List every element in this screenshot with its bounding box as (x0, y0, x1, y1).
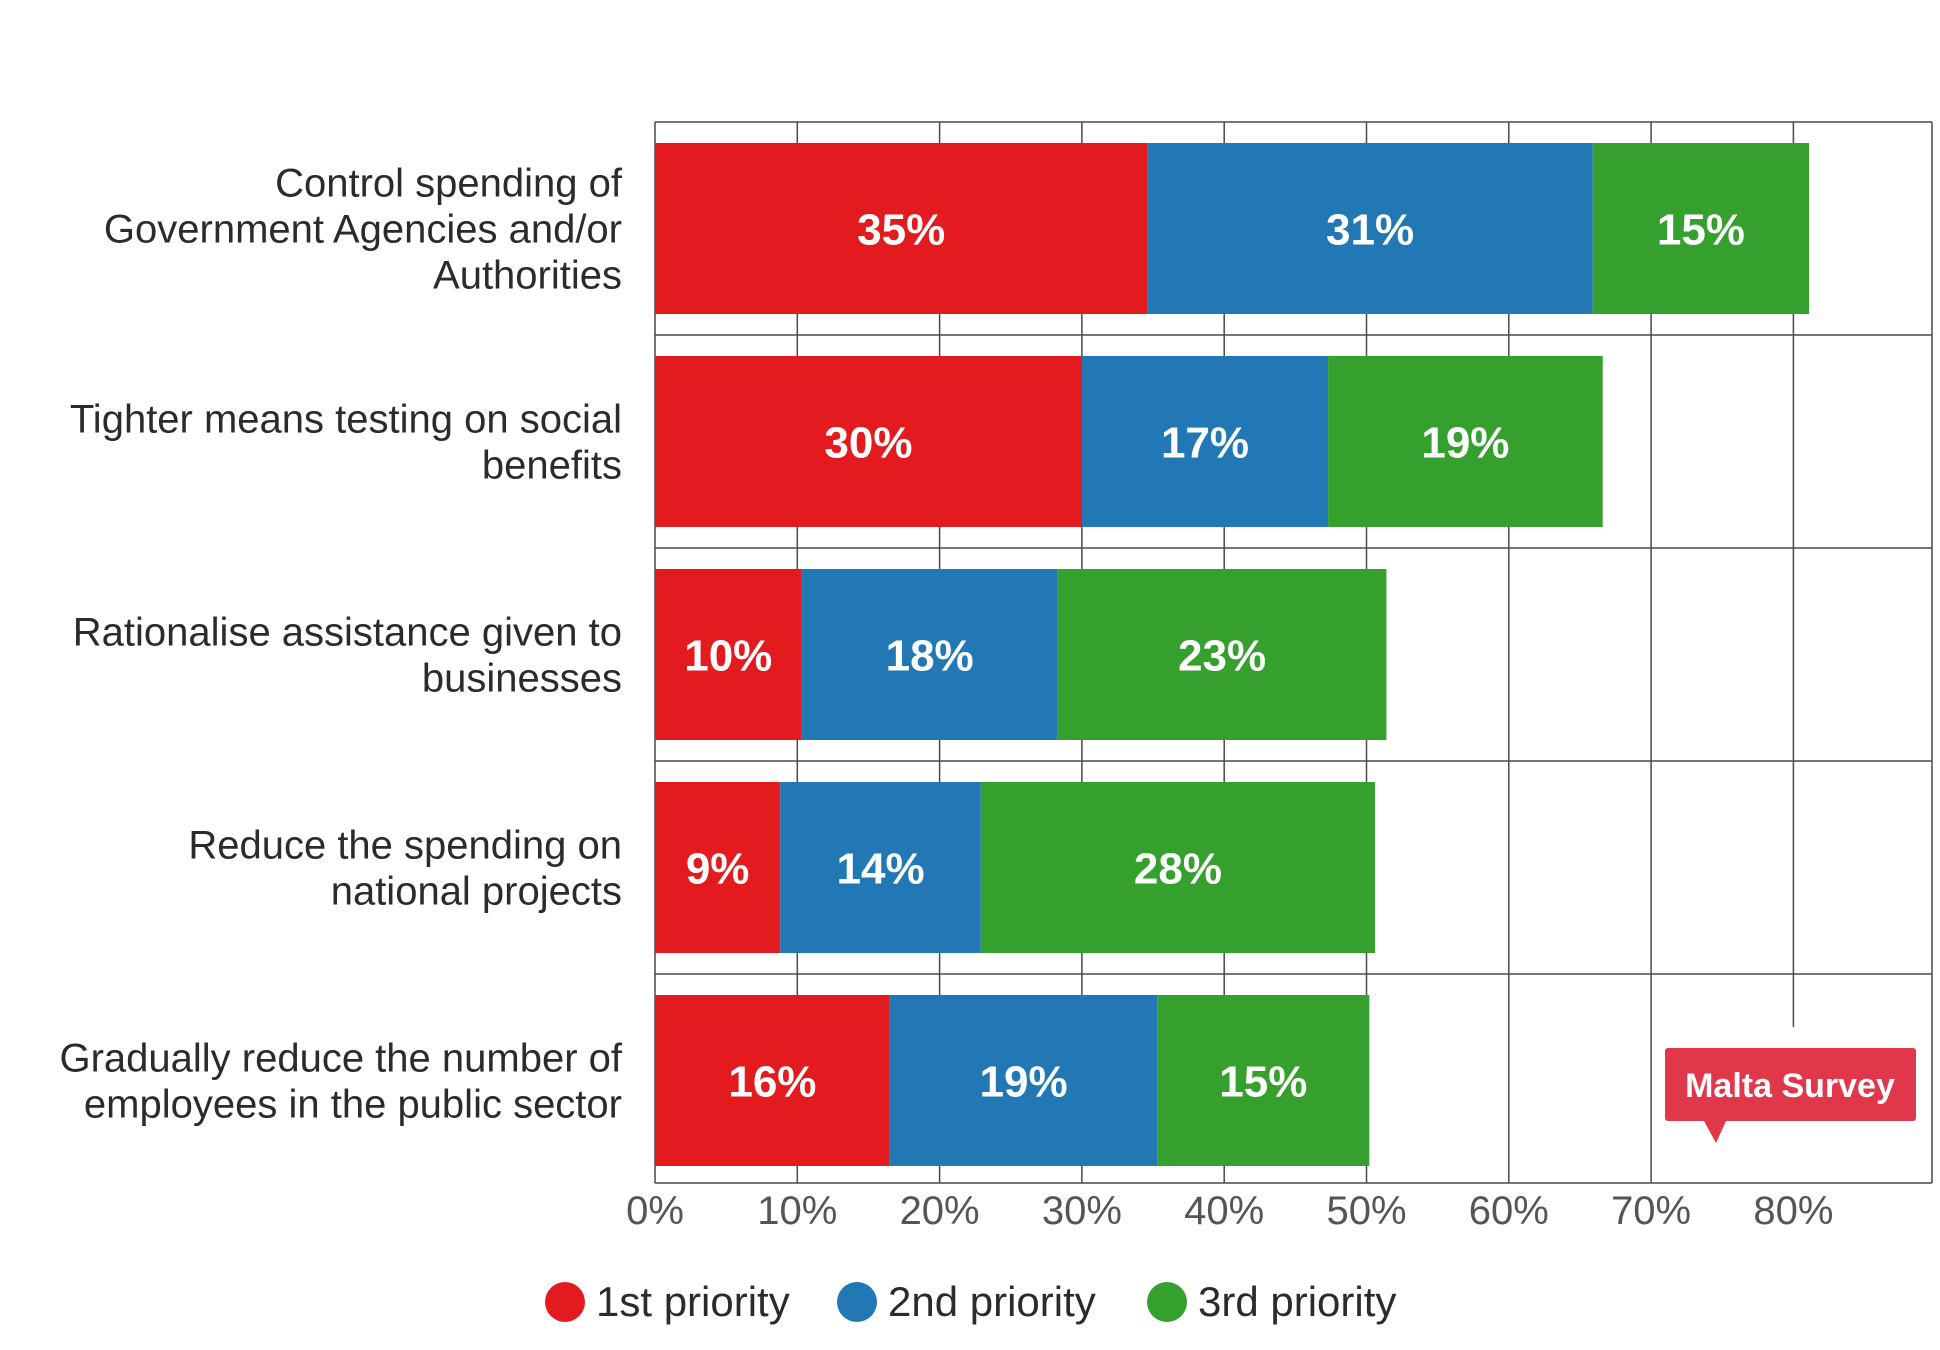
data-label: 9% (686, 845, 750, 894)
bar-segment (655, 995, 890, 1166)
category-label: benefits (482, 444, 622, 488)
data-label: 19% (1421, 419, 1509, 468)
category-label: Gradually reduce the number of (59, 1037, 622, 1081)
data-label: 28% (1134, 845, 1222, 894)
x-tick-label: 40% (1184, 1189, 1264, 1233)
x-tick-label: 10% (757, 1189, 837, 1233)
bar-segment (655, 143, 1148, 314)
bar-segment (1328, 356, 1603, 527)
x-tick-label: 50% (1326, 1189, 1406, 1233)
badge-label: Malta Survey (1685, 1067, 1895, 1105)
bar-segment (889, 995, 1158, 1166)
x-axis-tick-labels: 0% 10% 20% 30% 40% 50% 60% 70% 80% (626, 1189, 1833, 1233)
category-label: national projects (331, 870, 622, 914)
data-label: 19% (980, 1058, 1068, 1107)
category-label: Tighter means testing on social (70, 398, 622, 442)
x-tick-label: 20% (900, 1189, 980, 1233)
bar-segment (780, 782, 981, 953)
data-label: 15% (1657, 206, 1745, 255)
data-label: 16% (728, 1058, 816, 1107)
x-tick-label: 70% (1611, 1189, 1691, 1233)
data-label: 30% (824, 419, 912, 468)
category-label: Authorities (433, 254, 622, 298)
data-label: 17% (1161, 419, 1249, 468)
legend-marker (837, 1282, 877, 1322)
category-label: Control spending of (275, 162, 623, 206)
data-label: 15% (1219, 1058, 1307, 1107)
bar-segment (1057, 569, 1387, 740)
bar-segment (1592, 143, 1810, 314)
bars: 35% 31% 15% 30% 17% 19% 10% 18% 23% 9% 14% 28% 16% 19… (655, 143, 1810, 1166)
legend-label: 1st priority (596, 1278, 790, 1325)
x-tick-label: 80% (1753, 1189, 1833, 1233)
bar-segment (980, 782, 1376, 953)
category-label: Government Agencies and/or (104, 208, 622, 252)
bar-segment (655, 782, 781, 953)
malta-survey-badge: Malta Survey (1665, 1048, 1916, 1143)
bar-segment (655, 569, 802, 740)
legend-marker (545, 1282, 585, 1322)
category-label: employees in the public sector (84, 1083, 622, 1127)
category-label: Reduce the spending on (188, 824, 622, 868)
legend-marker (1147, 1282, 1187, 1322)
data-label: 10% (684, 632, 772, 681)
bar-segment (1157, 995, 1370, 1166)
data-label: 18% (886, 632, 974, 681)
bar-segment (1147, 143, 1593, 314)
bar-segment (801, 569, 1058, 740)
category-label: Rationalise assistance given to (73, 611, 622, 655)
x-tick-label: 60% (1469, 1189, 1549, 1233)
bar-segment (1081, 356, 1329, 527)
badge-shape (1665, 1048, 1916, 1143)
legend-label: 3rd priority (1198, 1278, 1396, 1325)
x-tick-label: 30% (1042, 1189, 1122, 1233)
data-label: 31% (1326, 206, 1414, 255)
data-label: 35% (857, 206, 945, 255)
legend: 1st priority 2nd priority 3rd priority (545, 1278, 1396, 1325)
x-tick-label: 0% (626, 1189, 684, 1233)
category-label: businesses (422, 657, 622, 701)
bar-segment (655, 356, 1082, 527)
data-label: 23% (1178, 632, 1266, 681)
legend-label: 2nd priority (888, 1278, 1096, 1325)
data-label: 14% (837, 845, 925, 894)
